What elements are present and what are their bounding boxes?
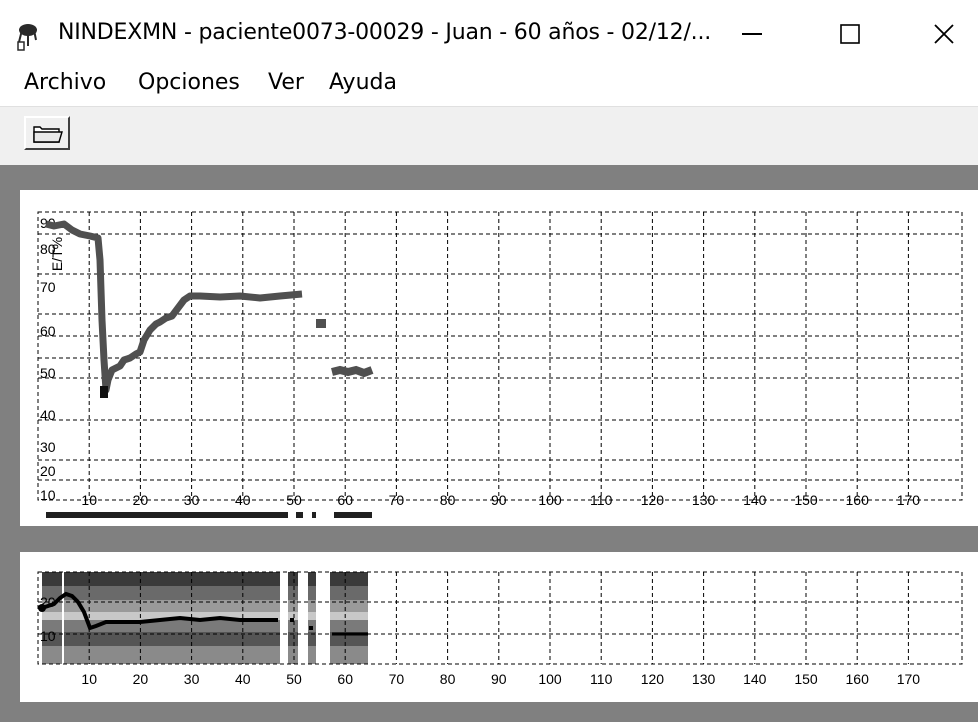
x-tick-label: 50 — [286, 671, 302, 687]
bottom-chart-panel: 20 10 10 20 30 40 50 60 70 80 90 100 110 120 130 140 15… — [20, 552, 978, 702]
y-tick-label: 80 — [40, 241, 56, 257]
x-tick-label: 60 — [337, 492, 353, 508]
x-tick-label: 140 — [743, 492, 767, 508]
close-button[interactable] — [916, 10, 972, 58]
x-tick-label: 30 — [184, 492, 200, 508]
close-icon — [934, 24, 954, 44]
series-minimum-marker — [100, 386, 108, 398]
x-tick-label: 20 — [133, 492, 149, 508]
series-start-marker — [38, 604, 46, 612]
top-chart-panel: 90 80 70 60 50 40 30 20 10 10 20 30 40 50 60 70 80 90 100… — [20, 190, 978, 526]
menu-ayuda[interactable]: Ayuda — [329, 70, 397, 95]
heatmap-block — [288, 572, 298, 664]
x-tick-label: 60 — [337, 671, 353, 687]
x-tick-label: 140 — [743, 671, 767, 687]
y-tick-label: 20 — [40, 463, 56, 479]
y-tick-label: 50 — [40, 365, 56, 381]
x-tick-label: 160 — [846, 671, 870, 687]
bottom-chart-x-ticks: 10 20 30 40 50 60 70 80 90 100 110 120 130 140 150 160 1… — [81, 671, 920, 687]
x-tick-label: 130 — [692, 671, 716, 687]
x-tick-label: 110 — [590, 492, 613, 508]
coverage-bar-segment — [46, 512, 288, 518]
x-tick-label: 70 — [389, 492, 405, 508]
menu-ver[interactable]: Ver — [268, 70, 304, 95]
coverage-bar-segment — [296, 512, 303, 518]
x-tick-label: 80 — [440, 671, 456, 687]
x-tick-label: 10 — [81, 492, 97, 508]
window-title: NINDEXMN - paciente0073-00029 - Juan - 6… — [58, 20, 712, 45]
x-tick-label: 120 — [641, 492, 665, 508]
x-tick-label: 170 — [897, 671, 921, 687]
series-segment — [290, 618, 294, 622]
x-tick-label: 150 — [794, 492, 818, 508]
maximize-button[interactable] — [822, 10, 878, 58]
x-tick-label: 70 — [389, 671, 405, 687]
x-tick-label: 80 — [440, 492, 456, 508]
x-tick-label: 150 — [794, 671, 818, 687]
y-tick-label: 70 — [40, 279, 56, 295]
toolbar — [0, 106, 978, 165]
y-tick-label: 30 — [40, 439, 56, 455]
x-tick-label: 120 — [641, 671, 665, 687]
x-tick-label: 100 — [538, 492, 562, 508]
bottom-chart-series — [38, 591, 368, 636]
y-tick-label: 40 — [40, 407, 56, 423]
bottom-chart: 20 10 10 20 30 40 50 60 70 80 90 100 110 120 130 140 15… — [37, 571, 963, 687]
x-tick-label: 40 — [235, 492, 251, 508]
top-chart-y-title: E/T% — [49, 237, 65, 271]
x-tick-label: 130 — [692, 492, 716, 508]
x-tick-label: 170 — [897, 492, 921, 508]
menu-archivo[interactable]: Archivo — [24, 70, 107, 95]
heatmap-block — [42, 572, 62, 664]
top-chart-series — [45, 220, 374, 398]
series-trace — [45, 220, 303, 394]
app-icon — [17, 24, 37, 51]
x-tick-label: 160 — [846, 492, 870, 508]
x-tick-label: 10 — [81, 671, 97, 687]
series-trace — [41, 591, 278, 631]
series-segment — [309, 626, 313, 630]
top-chart-grid — [37, 211, 963, 501]
top-chart-bottom-bar — [46, 512, 372, 518]
x-tick-label: 100 — [538, 671, 562, 687]
minimize-button[interactable] — [724, 10, 780, 58]
x-tick-label: 90 — [491, 492, 507, 508]
title-bar: NINDEXMN - paciente0073-00029 - Juan - 6… — [0, 0, 978, 64]
x-tick-label: 40 — [235, 671, 251, 687]
bottom-chart-frame — [37, 571, 963, 665]
folder-open-icon — [33, 126, 63, 143]
y-tick-label: 10 — [40, 487, 56, 503]
menu-opciones[interactable]: Opciones — [138, 70, 240, 95]
menu-bar: Archivo Opciones Ver Ayuda — [0, 64, 978, 106]
heatmap-block — [64, 572, 280, 664]
maximize-icon — [840, 24, 860, 44]
y-tick-label: 10 — [40, 628, 56, 644]
coverage-bar-segment — [312, 512, 316, 518]
top-chart: 90 80 70 60 50 40 30 20 10 10 20 30 40 50 60 70 80 90 100… — [37, 211, 963, 518]
x-tick-label: 50 — [286, 492, 302, 508]
x-tick-label: 110 — [590, 671, 613, 687]
series-segment — [331, 365, 374, 378]
top-chart-x-ticks: 10 20 30 40 50 60 70 80 90 100 110 120 130 140 150 160 1… — [81, 492, 920, 508]
open-file-button[interactable] — [24, 116, 70, 150]
x-tick-label: 20 — [133, 671, 149, 687]
heatmap-block — [330, 572, 368, 664]
y-tick-label: 60 — [40, 323, 56, 339]
series-segment — [316, 319, 326, 328]
minimize-icon — [742, 33, 762, 35]
heatmap-block — [308, 572, 316, 664]
x-tick-label: 90 — [491, 671, 507, 687]
top-chart-frame — [37, 211, 963, 501]
coverage-bar-segment — [334, 512, 372, 518]
x-tick-label: 30 — [184, 671, 200, 687]
